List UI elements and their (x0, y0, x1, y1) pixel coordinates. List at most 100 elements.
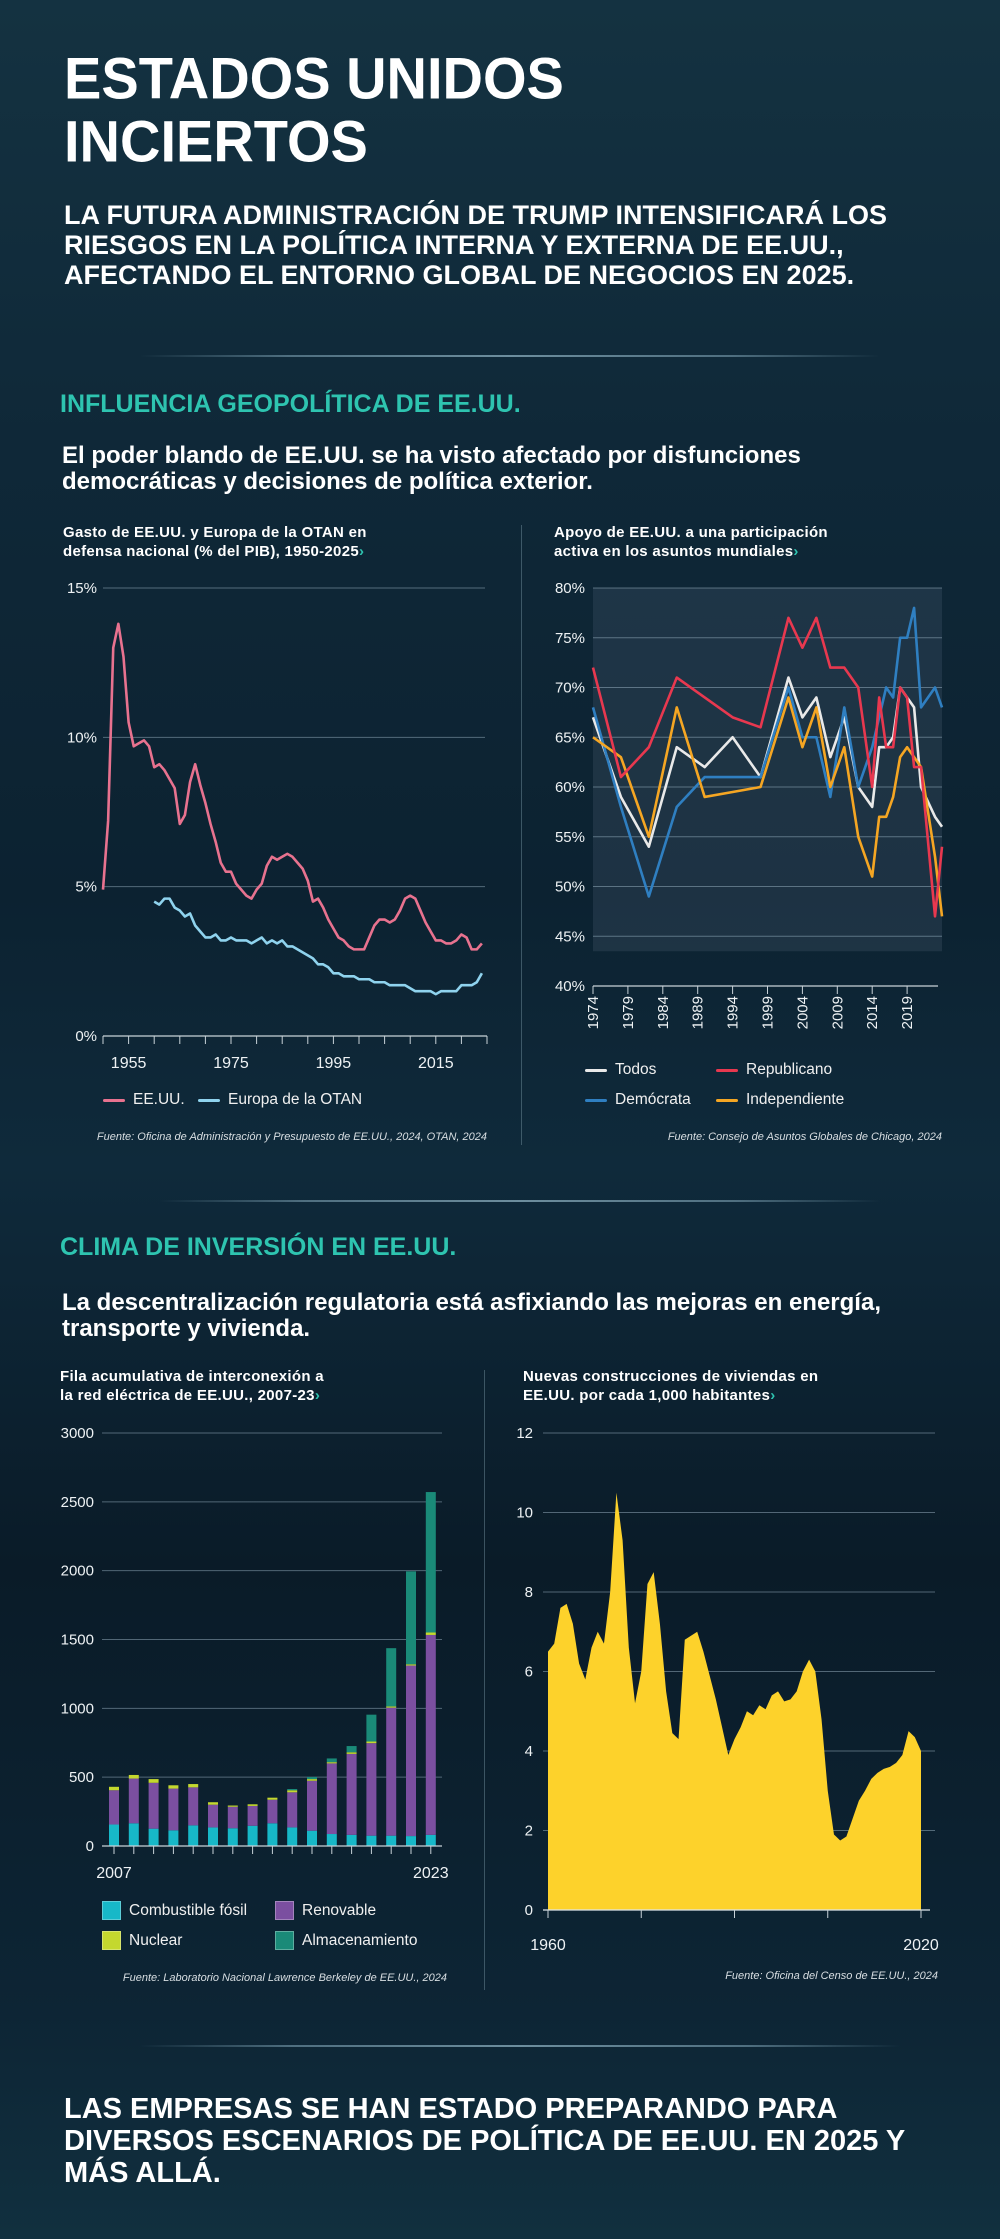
legend-swatch (198, 1098, 220, 1102)
bar-segment-2020-Nuclear (366, 1741, 377, 1744)
y-tick-label: 60% (555, 779, 585, 796)
chart-source: Fuente: Consejo de Asuntos Globales de C… (667, 1131, 942, 1143)
legend-swatch (275, 1901, 294, 1920)
bar-segment-2012-Renovable (208, 1804, 218, 1828)
chevron-right-icon[interactable]: › (793, 543, 799, 560)
section-heading-geopolitics: INFLUENCIA GEOPOLÍTICA DE EE.UU. (60, 390, 521, 418)
x-tick-label: 1989 (690, 996, 707, 1029)
bar-segment-2020-Renovable (366, 1743, 377, 1836)
y-tick-label: 1000 (61, 1700, 94, 1717)
x-tick-label: 1955 (111, 1055, 147, 1072)
bar-segment-2014-Nuclear (247, 1804, 258, 1806)
bar-segment-2018-Nuclear (326, 1762, 337, 1764)
bar-segment-2022-Almacenamiento (406, 1571, 416, 1665)
x-tick-label: 2023 (413, 1865, 449, 1882)
y-tick-label: 1500 (61, 1632, 94, 1649)
bar-segment-2016-Renovable (287, 1792, 298, 1828)
bar-segment-2016-Almacenamiento (287, 1789, 298, 1791)
bar-segment-2009-Combustible fósil (148, 1828, 159, 1846)
y-tick-label: 2000 (61, 1563, 94, 1580)
bar-segment-2010-Nuclear (168, 1785, 179, 1789)
bar-segment-2010-Renovable (168, 1788, 179, 1831)
closing-statement: LAS EMPRESAS SE HAN ESTADO PREPARANDO PA… (64, 2093, 905, 2189)
legend-item-independiente: Independiente (716, 1091, 844, 1109)
bar-segment-2019-Combustible fósil (346, 1834, 357, 1846)
title-line-2: INCIERTOS (64, 107, 368, 175)
y-tick-label: 5% (75, 879, 97, 896)
bar-segment-2013-Combustible fósil (227, 1828, 238, 1846)
chart-title-engagement: Apoyo de EE.UU. a una participación acti… (554, 524, 828, 560)
bar-segment-2019-Almacenamiento (346, 1746, 357, 1753)
bar-segment-2014-Combustible fósil (247, 1825, 258, 1846)
bar-segment-2008-Nuclear (128, 1774, 139, 1779)
bar-segment-2012-Combustible fósil (208, 1827, 218, 1846)
section-heading-investment: CLIMA DE INVERSIÓN EN EE.UU. (60, 1233, 457, 1261)
y-tick-label: 4 (525, 1743, 533, 1760)
x-tick-label: 2019 (899, 996, 916, 1029)
legend-item-nuclear: Nuclear (102, 1931, 182, 1950)
bar-segment-2010-Combustible fósil (168, 1830, 179, 1846)
bar-segment-2023-Almacenamiento (425, 1492, 436, 1633)
bar-segment-2021-Almacenamiento (386, 1648, 397, 1707)
bar-segment-2008-Renovable (128, 1778, 139, 1824)
x-tick-label: 1999 (760, 996, 777, 1029)
bar-segment-2023-Renovable (425, 1634, 436, 1835)
title-line-1: ESTADOS UNIDOS (64, 44, 564, 112)
bar-segment-2020-Combustible fósil (366, 1835, 377, 1846)
chart-source: Fuente: Laboratorio Nacional Lawrence Be… (122, 1972, 447, 1984)
x-tick-label: 2004 (794, 996, 811, 1029)
bar-segment-2022-Nuclear (406, 1664, 416, 1666)
column-divider (521, 525, 522, 1145)
y-tick-label: 2500 (61, 1494, 94, 1511)
y-tick-label: 8 (525, 1584, 533, 1601)
capitol-background-image (593, 588, 942, 952)
legend-item-democrata: Demócrata (585, 1091, 691, 1109)
y-tick-label: 65% (555, 729, 585, 746)
chevron-right-icon[interactable]: › (314, 1387, 321, 1404)
bar-segment-2016-Nuclear (287, 1790, 298, 1793)
chart-source: Fuente: Oficina del Censo de EE.UU., 202… (725, 1970, 938, 1982)
bar-segment-2014-Renovable (247, 1805, 258, 1826)
series-line-Europa de la OTAN (153, 897, 484, 996)
series-line-EE.UU. (101, 622, 483, 951)
y-tick-label: 0 (525, 1902, 533, 1919)
legend-item-europe: Europa de la OTAN (198, 1091, 362, 1109)
bar-segment-2007-Nuclear (109, 1786, 119, 1791)
x-tick-label: 1995 (316, 1055, 352, 1072)
chart-title-housing: Nuevas construcciones de viviendas en EE… (523, 1368, 819, 1404)
y-tick-label: 55% (555, 829, 585, 846)
legend-swatch (716, 1068, 738, 1072)
bar-segment-2022-Combustible fósil (406, 1836, 416, 1846)
legend-item-us: EE.UU. (103, 1091, 185, 1109)
legend-swatch (585, 1098, 607, 1102)
series-line-Demócrata (591, 606, 944, 898)
y-tick-label: 12 (516, 1425, 533, 1442)
bar-segment-2017-Renovable (307, 1780, 317, 1831)
bar-segment-2022-Renovable (406, 1665, 416, 1837)
chart-source: Fuente: Oficina de Administración y Pres… (96, 1131, 487, 1143)
y-tick-label: 0% (75, 1028, 97, 1045)
legend-swatch (102, 1931, 121, 1950)
bar-segment-2021-Renovable (386, 1707, 397, 1836)
bar-segment-2020-Almacenamiento (366, 1714, 377, 1742)
bar-segment-2011-Renovable (188, 1787, 199, 1826)
bar-segment-2023-Nuclear (425, 1632, 436, 1635)
section-lead-investment: La descentralización regulatoria está as… (62, 1289, 881, 1342)
bar-segment-2023-Combustible fósil (425, 1834, 436, 1846)
chevron-right-icon[interactable]: › (770, 1387, 776, 1404)
series-line-Todos (591, 676, 944, 849)
y-tick-label: 3000 (61, 1425, 94, 1442)
legend-swatch (716, 1098, 738, 1102)
chevron-right-icon[interactable]: › (358, 543, 365, 560)
y-tick-label: 50% (555, 879, 585, 896)
bar-segment-2015-Renovable (267, 1799, 278, 1824)
bar-segment-2018-Almacenamiento (326, 1758, 337, 1763)
x-tick-label: 1974 (585, 996, 602, 1029)
section-divider (140, 355, 880, 357)
column-divider (484, 1370, 485, 1990)
x-tick-label: 2007 (96, 1865, 132, 1882)
x-tick-label: 1979 (620, 996, 637, 1029)
chart-title-defense: Gasto de EE.UU. y Europa de la OTAN en d… (63, 524, 367, 560)
bar-segment-2019-Nuclear (346, 1752, 357, 1754)
